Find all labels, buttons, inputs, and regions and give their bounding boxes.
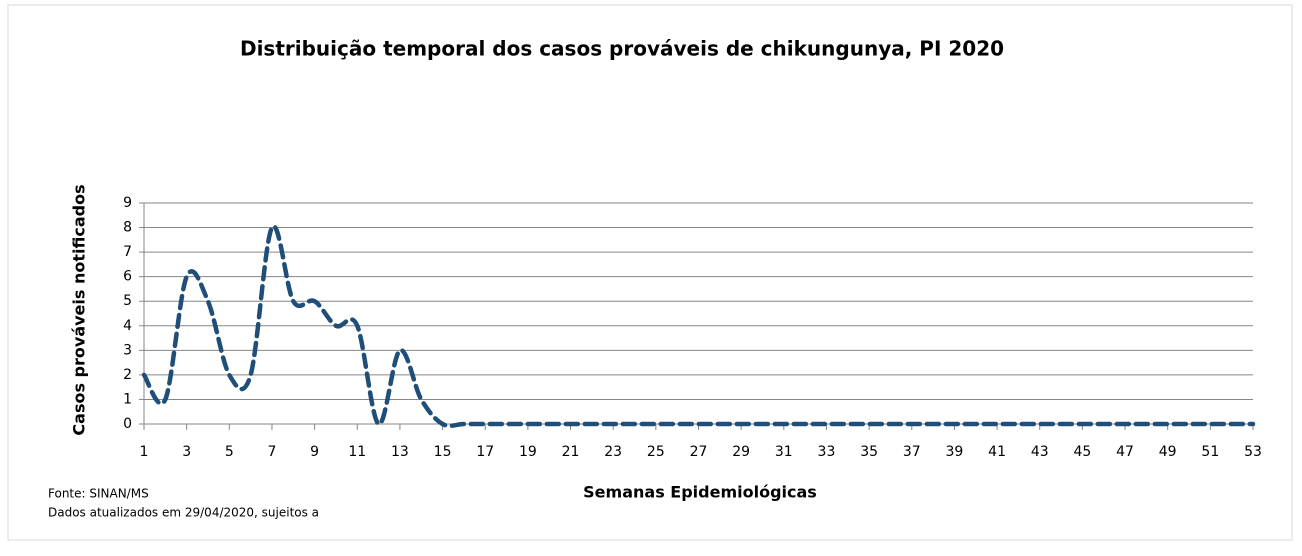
footnote: Fonte: SINAN/MS (48, 487, 149, 501)
x-tick-label: 13 (391, 444, 409, 460)
x-tick-label: 41 (988, 444, 1006, 460)
x-tick-label: 33 (818, 444, 836, 460)
x-tick-label: 21 (562, 444, 580, 460)
y-tick-label: 3 (123, 342, 132, 358)
y-tick-label: 0 (123, 416, 132, 432)
y-tick-label: 4 (123, 318, 132, 334)
x-tick-label: 51 (1201, 444, 1219, 460)
y-tick-label: 5 (123, 293, 132, 309)
data-line (141, 223, 1256, 429)
x-tick-label: 5 (225, 444, 234, 460)
x-tick-label: 45 (1073, 444, 1091, 460)
x-tick-label: 49 (1159, 444, 1177, 460)
x-tick-label: 35 (860, 444, 878, 460)
x-tick-label: 23 (604, 444, 622, 460)
x-tick-label: 53 (1244, 444, 1262, 460)
y-tick-label: 2 (123, 367, 132, 383)
x-tick-label: 9 (310, 444, 319, 460)
y-tick-label: 9 (123, 195, 132, 211)
x-tick-label: 1 (140, 444, 149, 460)
x-axis-title: Semanas Epidemiológicas (583, 483, 817, 502)
chart-frame (7, 4, 1293, 541)
x-tick-label: 25 (647, 444, 665, 460)
y-tick-label: 1 (123, 391, 132, 407)
x-tick-label: 15 (434, 444, 452, 460)
y-tick-label: 8 (123, 220, 132, 236)
x-tick-label: 3 (182, 444, 191, 460)
chart-title: Distribuição temporal dos casos provávei… (240, 37, 1004, 61)
x-tick-label: 19 (519, 444, 537, 460)
x-tick-label: 47 (1116, 444, 1134, 460)
y-axis-title: Casos prováveis notificados (70, 184, 89, 435)
y-tick-label: 7 (123, 244, 132, 260)
y-tick-label: 6 (123, 269, 132, 285)
footnote: Dados atualizados em 29/04/2020, sujeito… (48, 506, 319, 520)
x-tick-label: 37 (903, 444, 921, 460)
x-tick-label: 43 (1031, 444, 1049, 460)
x-tick-label: 7 (268, 444, 277, 460)
x-tick-label: 29 (732, 444, 750, 460)
x-tick-label: 27 (690, 444, 708, 460)
x-tick-label: 11 (348, 444, 366, 460)
x-tick-label: 17 (476, 444, 494, 460)
x-tick-label: 31 (775, 444, 793, 460)
x-tick-label: 39 (946, 444, 964, 460)
